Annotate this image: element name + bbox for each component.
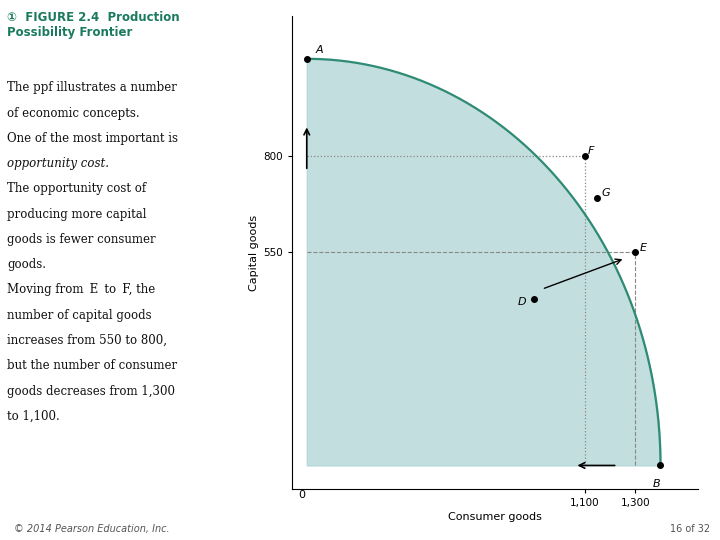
Text: number of capital goods: number of capital goods	[7, 309, 152, 322]
Text: 0: 0	[298, 489, 305, 500]
Text: goods is fewer consumer: goods is fewer consumer	[7, 233, 156, 246]
Text: © 2014 Pearson Education, Inc.: © 2014 Pearson Education, Inc.	[14, 524, 170, 534]
Text: B: B	[653, 479, 660, 489]
Text: G: G	[602, 188, 611, 198]
Y-axis label: Capital goods: Capital goods	[248, 214, 258, 291]
Text: goods.: goods.	[7, 258, 46, 271]
Text: Moving from  E  to  F, the: Moving from E to F, the	[7, 284, 156, 296]
Text: D: D	[518, 297, 526, 307]
Text: ①  FIGURE 2.4  Production
Possibility Frontier: ① FIGURE 2.4 Production Possibility Fron…	[7, 11, 180, 39]
X-axis label: Consumer goods: Consumer goods	[448, 512, 542, 522]
Text: goods decreases from 1,300: goods decreases from 1,300	[7, 384, 175, 397]
Text: increases from 550 to 800,: increases from 550 to 800,	[7, 334, 167, 347]
Text: opportunity cost.: opportunity cost.	[7, 157, 109, 170]
Text: but the number of consumer: but the number of consumer	[7, 359, 177, 372]
Text: The opportunity cost of: The opportunity cost of	[7, 183, 146, 195]
Text: E: E	[640, 242, 647, 253]
Text: of economic concepts.: of economic concepts.	[7, 106, 140, 119]
Text: A: A	[315, 45, 323, 55]
Text: to 1,100.: to 1,100.	[7, 410, 60, 423]
Text: 16 of 32: 16 of 32	[670, 524, 710, 534]
Text: The ppf illustrates a number: The ppf illustrates a number	[7, 81, 177, 94]
Text: producing more capital: producing more capital	[7, 207, 147, 221]
Text: One of the most important is: One of the most important is	[7, 132, 179, 145]
Text: F: F	[588, 146, 594, 156]
